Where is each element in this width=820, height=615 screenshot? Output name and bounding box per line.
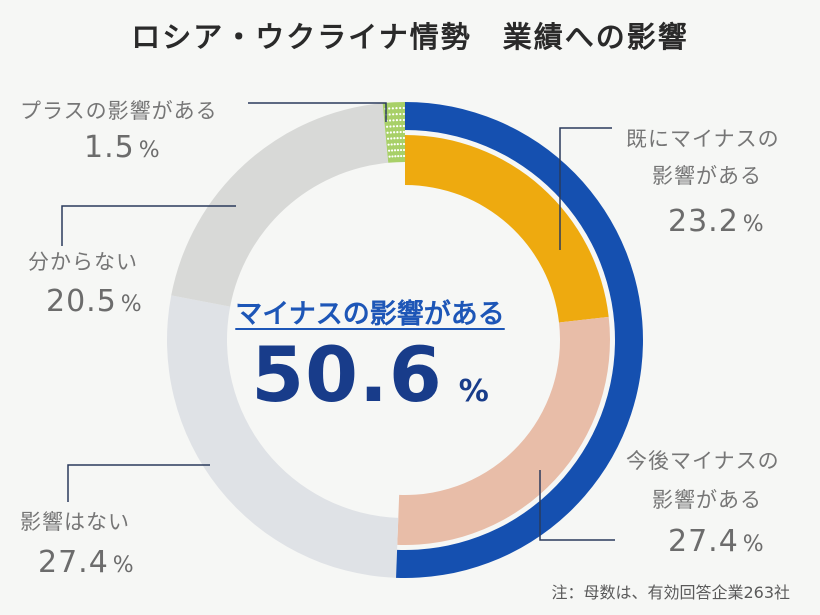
slice-positive-impact-dot [388, 113, 391, 116]
center-label: マイナスの影響がある [170, 292, 570, 331]
label-unknown: 分からない [28, 250, 138, 274]
value-positive-impact: 1.5% [84, 130, 161, 165]
slice-positive-impact-dot [388, 107, 391, 110]
slice-positive-impact-dot [390, 143, 393, 146]
slice-positive-impact-dot [395, 119, 399, 122]
leader-positive-impact [248, 102, 387, 122]
value-already-negative-unit: % [742, 212, 765, 237]
value-future-negative-unit: % [742, 532, 765, 557]
slice-positive-impact-dot [396, 143, 399, 146]
slice-positive-impact-dot [397, 155, 400, 158]
slice-positive-impact-dot [386, 131, 389, 134]
label-positive-impact: プラスの影響がある [20, 99, 218, 123]
leader-unknown [61, 205, 236, 246]
slice-positive-impact-dot [391, 155, 394, 158]
slice-positive-impact-dot [393, 149, 397, 152]
slice-positive-impact-dot [402, 136, 406, 140]
leader-no-impact [67, 464, 210, 502]
leader-already-negative [559, 127, 612, 250]
slice-positive-impact-dot [402, 148, 406, 152]
value-no-impact-unit: % [112, 553, 135, 578]
slice-positive-impact-dot [402, 124, 405, 128]
value-positive-impact-number: 1.5 [84, 130, 135, 165]
slice-positive-impact-dot [396, 137, 399, 140]
center-value-number: 50.6 [251, 330, 443, 419]
chart-title: ロシア・ウクライナ情勢 業績への影響 [131, 20, 689, 54]
label-no-impact: 影響はない [20, 510, 130, 534]
slice-future-negative [397, 316, 610, 545]
label-future-negative-line1: 今後マイナスの [626, 449, 780, 473]
value-future-negative: 27.4% [668, 524, 765, 559]
slice-positive-impact-dot [386, 137, 390, 140]
slice-positive-impact-dot [395, 107, 398, 110]
slice-positive-impact-dot [399, 112, 402, 116]
slice-positive-impact-dot [388, 155, 391, 158]
value-unknown-number: 20.5 [46, 284, 117, 319]
value-already-negative-number: 23.2 [668, 204, 739, 239]
slice-positive-impact-dot [399, 130, 402, 134]
slice-negative-total-ring [396, 102, 643, 578]
slice-positive-impact-dot [394, 155, 397, 158]
label-already-negative-line2: 影響がある [652, 164, 762, 188]
slice-positive-impact-dot [385, 125, 389, 128]
slice-positive-impact-dot [390, 137, 393, 140]
value-no-impact-number: 27.4 [38, 545, 109, 580]
slice-positive-impact-dot [399, 118, 402, 122]
slice-positive-impact-dot [396, 131, 399, 134]
leader-future-negative [539, 470, 615, 541]
center-label-text: マイナスの影響がある [235, 299, 505, 330]
slice-positive-impact-dot [395, 113, 398, 116]
center-value-unit: % [458, 374, 489, 409]
donut-segments [167, 102, 643, 578]
slice-positive-impact-dot [393, 131, 396, 134]
slice-positive-impact-dot [402, 118, 405, 122]
slice-positive-impact-dot [387, 143, 390, 146]
slice-already-negative [405, 135, 609, 323]
value-already-negative: 23.2% [668, 204, 765, 239]
value-positive-impact-unit: % [138, 138, 161, 163]
slice-positive-impact-dot [393, 137, 396, 140]
value-future-negative-number: 27.4 [668, 524, 739, 559]
center-value: 50.6% [170, 330, 570, 419]
slice-positive-impact-dot [389, 131, 392, 134]
slice-no-impact [167, 295, 399, 578]
slice-positive-impact-dot [402, 112, 405, 116]
slice-positive-impact-dot [388, 119, 392, 122]
slice-positive-impact-dot [402, 106, 405, 110]
slice-positive-impact-dot [388, 149, 391, 152]
slice-positive-impact-dot [392, 125, 395, 128]
slice-positive-impact-dot [402, 154, 406, 158]
slice-positive-impact-dot [399, 136, 402, 140]
value-unknown: 20.5% [46, 284, 143, 319]
slice-positive-impact-dot [399, 124, 402, 128]
footnote: 注：母数は、有効回答企業263社 [551, 583, 790, 602]
value-no-impact: 27.4% [38, 545, 135, 580]
label-future-negative-line2: 影響がある [652, 488, 762, 512]
slice-positive-impact-dot [391, 107, 394, 110]
slice-positive-impact-dot [399, 106, 402, 110]
slice-positive-impact-dot [402, 142, 406, 146]
slice-positive-impact-dot [402, 130, 406, 134]
slice-positive-impact-dot [392, 113, 395, 116]
slice-positive-impact-dot [399, 148, 403, 152]
slice-positive-impact-dot [396, 149, 400, 152]
slice-positive-impact-dot [392, 119, 395, 122]
slice-positive-impact-dot [390, 149, 394, 152]
leader-lines [61, 102, 615, 541]
slice-unknown [171, 103, 389, 307]
slice-positive-impact-dot [399, 142, 402, 146]
slice-positive-impact-dot [396, 125, 399, 128]
slice-positive-impact-dot [393, 143, 396, 146]
label-already-negative-line1: 既にマイナスの [626, 127, 780, 151]
slice-positive-impact-dot [389, 125, 392, 128]
value-unknown-unit: % [120, 292, 143, 317]
slice-positive-impact-dot [400, 154, 403, 158]
